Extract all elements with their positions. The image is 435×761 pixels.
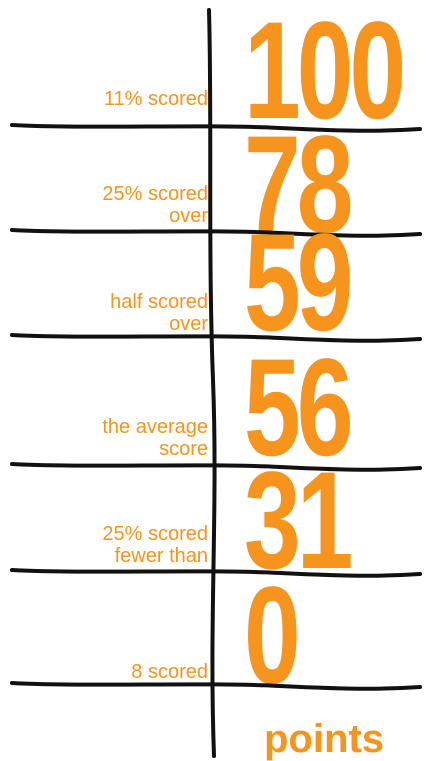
row-label: score	[159, 438, 208, 460]
row-label: 25% scored	[102, 523, 208, 545]
unit-label: points	[264, 717, 384, 761]
row-label: half scored	[110, 291, 208, 313]
row-value: 100	[244, 0, 402, 148]
horizontal-rule	[10, 228, 422, 238]
horizontal-rule	[10, 462, 422, 472]
row-value: 0	[244, 558, 297, 713]
row-value: 59	[244, 205, 350, 360]
row-label: 25% scored	[102, 183, 208, 205]
row-label: fewer than	[115, 545, 208, 567]
row-label: over	[169, 313, 208, 335]
row-value: 56	[244, 330, 350, 485]
horizontal-rule	[10, 681, 422, 691]
horizontal-rule	[10, 333, 422, 343]
row-label: 8 scored	[131, 661, 208, 683]
row-label: over	[169, 205, 208, 227]
vertical-rule	[207, 8, 217, 758]
row-label: 11% scored	[104, 88, 208, 110]
row-label: the average	[102, 416, 208, 438]
horizontal-rule	[10, 123, 422, 133]
horizontal-rule	[10, 568, 422, 578]
